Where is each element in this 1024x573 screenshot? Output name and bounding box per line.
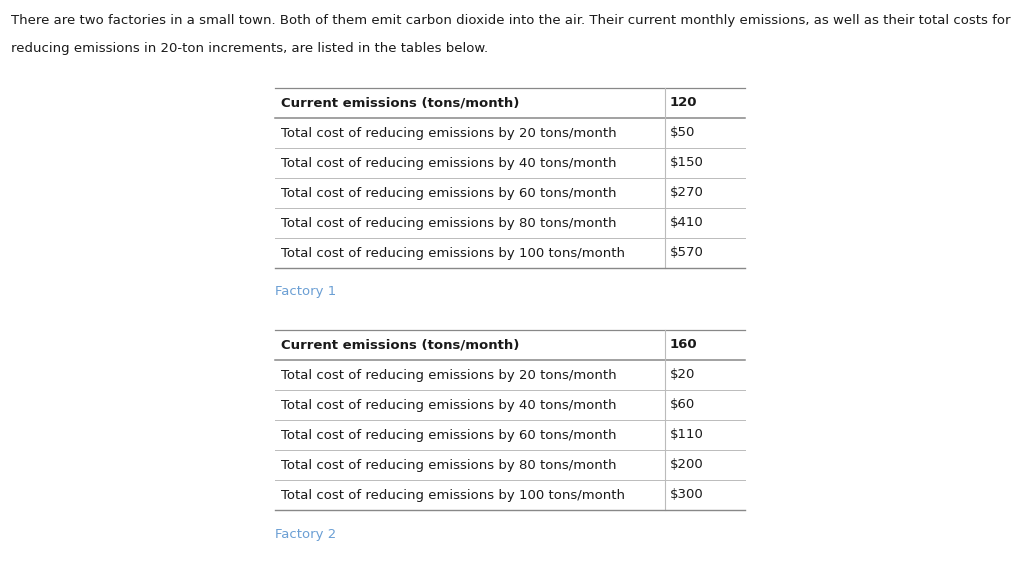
Text: Total cost of reducing emissions by 60 tons/month: Total cost of reducing emissions by 60 t… (281, 186, 616, 199)
Text: Total cost of reducing emissions by 60 tons/month: Total cost of reducing emissions by 60 t… (281, 429, 616, 442)
Text: Total cost of reducing emissions by 40 tons/month: Total cost of reducing emissions by 40 t… (281, 398, 616, 411)
Text: Factory 1: Factory 1 (275, 285, 336, 298)
Text: Total cost of reducing emissions by 80 tons/month: Total cost of reducing emissions by 80 t… (281, 217, 616, 230)
Text: $200: $200 (670, 458, 703, 472)
Text: Total cost of reducing emissions by 80 tons/month: Total cost of reducing emissions by 80 t… (281, 458, 616, 472)
Text: $50: $50 (670, 127, 695, 139)
Text: Current emissions (tons/month): Current emissions (tons/month) (281, 96, 519, 109)
Text: Total cost of reducing emissions by 20 tons/month: Total cost of reducing emissions by 20 t… (281, 368, 616, 382)
Text: $410: $410 (670, 217, 703, 230)
Text: There are two factories in a small town. Both of them emit carbon dioxide into t: There are two factories in a small town.… (11, 14, 1011, 27)
Text: $60: $60 (670, 398, 695, 411)
Text: $570: $570 (670, 246, 703, 260)
Text: $110: $110 (670, 429, 703, 442)
Text: Factory 2: Factory 2 (275, 528, 336, 541)
Text: $300: $300 (670, 489, 703, 501)
Text: Total cost of reducing emissions by 20 tons/month: Total cost of reducing emissions by 20 t… (281, 127, 616, 139)
Text: Current emissions (tons/month): Current emissions (tons/month) (281, 339, 519, 351)
Text: 120: 120 (670, 96, 697, 109)
Text: reducing emissions in 20-ton increments, are listed in the tables below.: reducing emissions in 20-ton increments,… (11, 42, 488, 55)
Text: $150: $150 (670, 156, 703, 170)
Text: Total cost of reducing emissions by 100 tons/month: Total cost of reducing emissions by 100 … (281, 246, 625, 260)
Text: Total cost of reducing emissions by 100 tons/month: Total cost of reducing emissions by 100 … (281, 489, 625, 501)
Text: $270: $270 (670, 186, 703, 199)
Text: $20: $20 (670, 368, 695, 382)
Text: Total cost of reducing emissions by 40 tons/month: Total cost of reducing emissions by 40 t… (281, 156, 616, 170)
Text: 160: 160 (670, 339, 697, 351)
